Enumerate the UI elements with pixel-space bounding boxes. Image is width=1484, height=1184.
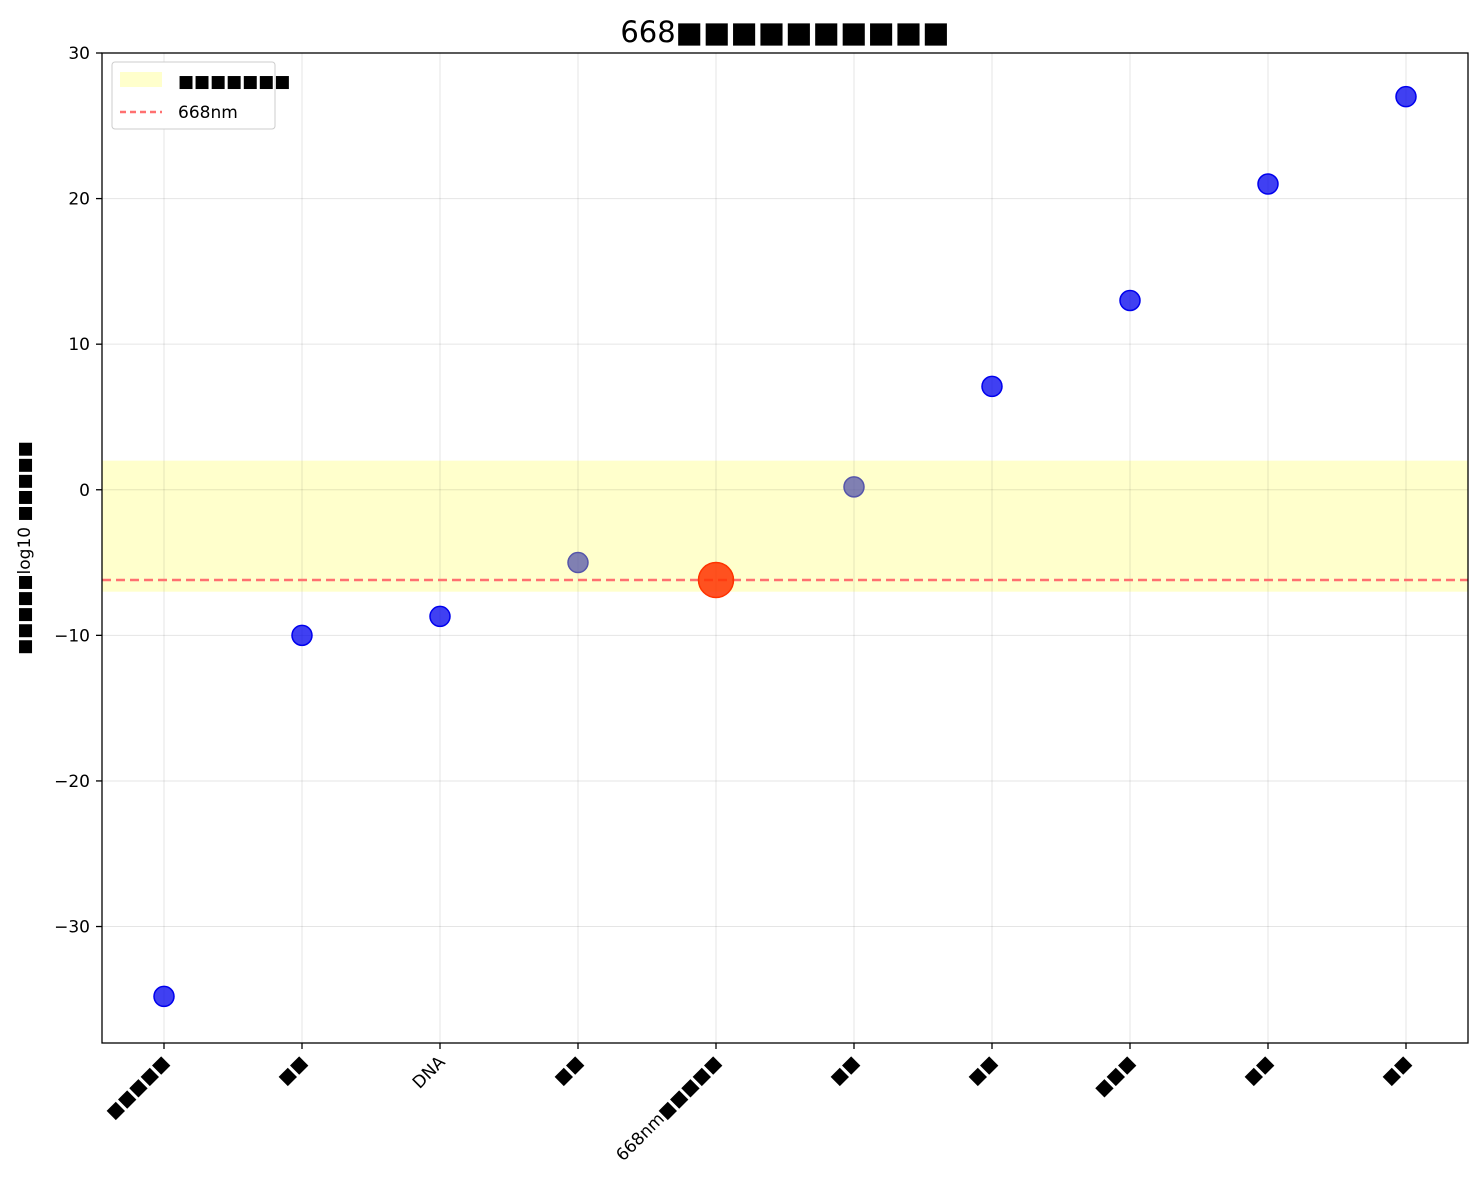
legend: ■■■■■■■ 668nm (111, 61, 290, 130)
y-tick-label: 0 (79, 481, 90, 501)
x-tick-label: ■■ (965, 1052, 1002, 1089)
data-point (429, 605, 451, 628)
y-tick-label: −30 (54, 918, 90, 938)
data-point (1257, 173, 1279, 195)
x-tick-label: ■■ (551, 1052, 588, 1089)
x-tick-label: ■■ (827, 1052, 864, 1089)
legend-band-swatch (120, 72, 162, 87)
y-tick-label: −10 (54, 626, 90, 646)
x-tick-label: ■■ (275, 1052, 312, 1089)
x-tick-label: 668nm■■■■■ (612, 1052, 725, 1165)
data-point (1395, 85, 1417, 108)
data-point (843, 476, 865, 498)
highlight-band (102, 460, 1468, 592)
grid-lines (102, 52, 1468, 1043)
y-tick-label: 20 (68, 190, 90, 210)
data-point (981, 375, 1003, 398)
plot-area (101, 52, 1469, 1044)
data-point (291, 624, 313, 647)
plot-frame (101, 52, 1469, 1044)
x-tick-label: ■■■■■ (103, 1052, 174, 1123)
x-tick-label: ■■ (1241, 1052, 1278, 1089)
y-axis: −30 −20 −10 0 10 20 30 (54, 44, 102, 938)
x-tick-label: DNA (409, 1052, 450, 1093)
data-point (1119, 289, 1141, 312)
x-tick-label: ■■ (1379, 1052, 1416, 1089)
y-axis-label: ■■■■■log10 ■■■■■ (15, 441, 35, 655)
chart-title: 668■■■■■■■■■■ (620, 15, 949, 49)
x-tick-label: ■■■ (1091, 1052, 1139, 1100)
y-tick-label: 10 (68, 335, 90, 355)
data-points (153, 85, 1417, 1008)
data-point (567, 551, 589, 574)
x-axis: ■■■■■ ■■ DNA ■■ 668nm■■■■■ ■■ ■■ ■■■ ■■ ■■ (103, 1043, 1416, 1166)
y-tick-label: −20 (54, 772, 90, 792)
legend-band-label: ■■■■■■■ (178, 72, 290, 92)
data-point (153, 985, 175, 1008)
legend-reference-label: 668nm (178, 103, 238, 123)
y-tick-label: 30 (68, 44, 90, 64)
data-point-highlight (697, 561, 735, 599)
